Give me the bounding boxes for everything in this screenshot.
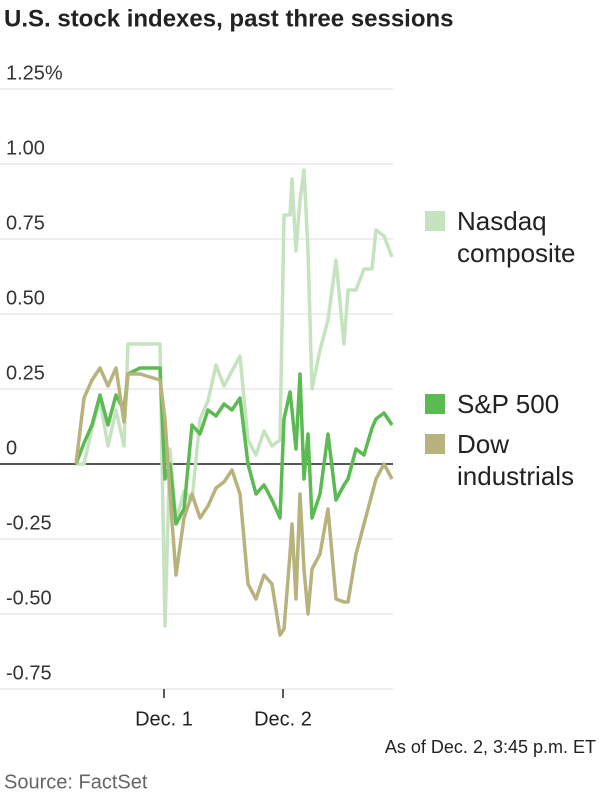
y-tick-label: -0.75 — [6, 662, 52, 684]
source: Source: FactSet — [4, 771, 148, 793]
legend-swatch — [425, 434, 445, 454]
series-line — [74, 366, 394, 526]
y-tick-label: -0.50 — [6, 587, 52, 609]
x-tick-label: Dec. 1 — [135, 708, 193, 730]
y-tick-label: -0.25 — [6, 512, 52, 534]
legend-swatch — [425, 211, 445, 231]
x-tick-label: Dec. 2 — [254, 708, 312, 730]
y-tick-label: 0.25 — [6, 362, 45, 384]
y-tick-label: 1.00 — [6, 137, 45, 159]
legend-label: Dow industrials — [457, 429, 575, 491]
legend-item: Nasdaq composite — [425, 205, 595, 269]
note: As of Dec. 2, 3:45 p.m. ET — [385, 737, 596, 757]
series-line — [74, 366, 394, 637]
legend-item: Dow industrials — [425, 428, 595, 492]
series-line — [76, 168, 394, 628]
legend-swatch — [425, 394, 445, 414]
legend-label: S&P 500 — [457, 389, 560, 419]
legend-item: S&P 500 — [425, 388, 595, 420]
chart-title: U.S. stock indexes, past three sessions — [4, 5, 454, 32]
y-tick-label: 0.75 — [6, 212, 45, 234]
y-tick-label: 0 — [6, 437, 17, 459]
legend-label: Nasdaq composite — [457, 206, 576, 268]
y-tick-label: 0.50 — [6, 287, 45, 309]
y-tick-label: 1.25% — [6, 62, 63, 84]
